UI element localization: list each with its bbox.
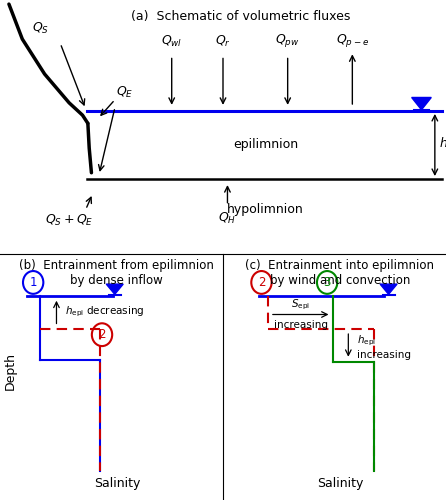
Text: increasing: increasing bbox=[274, 320, 328, 330]
Text: Depth: Depth bbox=[4, 352, 17, 391]
Text: by wind and convection: by wind and convection bbox=[270, 274, 410, 287]
Polygon shape bbox=[106, 284, 123, 294]
Text: $Q_E$: $Q_E$ bbox=[116, 85, 133, 100]
Text: $Q_r$: $Q_r$ bbox=[215, 34, 231, 50]
Text: $Q_S + Q_E$: $Q_S + Q_E$ bbox=[45, 212, 93, 228]
Polygon shape bbox=[412, 98, 431, 110]
Text: $Q_S$: $Q_S$ bbox=[32, 21, 49, 36]
Text: 2: 2 bbox=[98, 328, 106, 341]
Text: $Q_{wl}$: $Q_{wl}$ bbox=[161, 34, 182, 50]
Text: 2: 2 bbox=[258, 276, 265, 289]
Text: epilimnion: epilimnion bbox=[233, 138, 298, 151]
Text: Salinity: Salinity bbox=[94, 477, 140, 490]
Text: (b)  Entrainment from epilimnion: (b) Entrainment from epilimnion bbox=[20, 258, 214, 272]
Text: (c)  Entrainment into epilimnion: (c) Entrainment into epilimnion bbox=[245, 258, 434, 272]
Text: $S_\mathrm{epi}$: $S_\mathrm{epi}$ bbox=[291, 298, 310, 312]
Text: hypolimnion: hypolimnion bbox=[227, 204, 304, 216]
Text: $Q_H$: $Q_H$ bbox=[219, 212, 236, 226]
Text: $h_\mathrm{epi}$: $h_\mathrm{epi}$ bbox=[439, 136, 446, 154]
Text: 1: 1 bbox=[29, 276, 37, 289]
Text: $Q_{p-e}$: $Q_{p-e}$ bbox=[336, 32, 369, 50]
Text: $Q_{pw}$: $Q_{pw}$ bbox=[275, 32, 300, 50]
Text: (a)  Schematic of volumetric fluxes: (a) Schematic of volumetric fluxes bbox=[131, 10, 351, 24]
Text: $h_\mathrm{epi}$: $h_\mathrm{epi}$ bbox=[357, 334, 376, 348]
Polygon shape bbox=[380, 284, 397, 294]
Text: 3: 3 bbox=[323, 276, 331, 289]
Text: increasing: increasing bbox=[357, 350, 411, 360]
Text: by dense inflow: by dense inflow bbox=[70, 274, 163, 287]
Text: $h_\mathrm{epi}$ decreasing: $h_\mathrm{epi}$ decreasing bbox=[65, 305, 145, 320]
Text: Salinity: Salinity bbox=[317, 477, 363, 490]
